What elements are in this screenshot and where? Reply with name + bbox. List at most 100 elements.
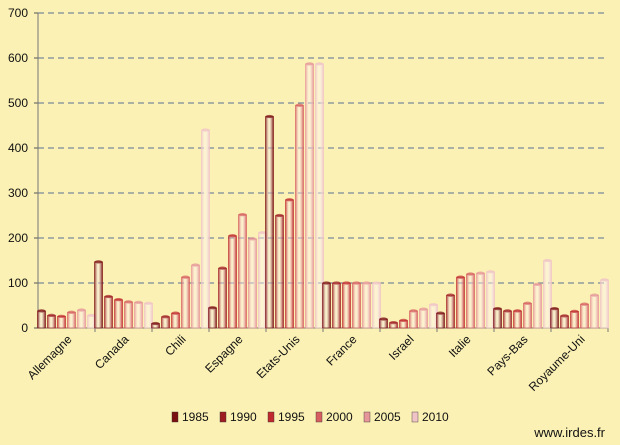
bar-cap bbox=[37, 309, 46, 313]
legend-label: 2005 bbox=[374, 410, 401, 424]
bar-cap bbox=[322, 281, 331, 285]
y-axis-tick-labels: 0 100 200 300 400 500 600 700 bbox=[8, 6, 28, 335]
y-tick-label: 300 bbox=[8, 186, 28, 200]
bar-1995-Italie bbox=[456, 276, 465, 329]
x-category-label: France bbox=[323, 332, 360, 369]
bar-cap bbox=[513, 309, 522, 313]
bars bbox=[37, 62, 609, 329]
bar-1985-Pays-Bas bbox=[493, 308, 502, 329]
bar-cap bbox=[523, 301, 532, 305]
bar-cap bbox=[372, 281, 381, 285]
watermark-text: www.irdes.fr bbox=[533, 425, 605, 440]
bar-cap bbox=[87, 313, 96, 317]
bar-cap bbox=[352, 281, 361, 285]
bar-cap bbox=[560, 314, 569, 318]
bar-1985-France bbox=[322, 282, 331, 329]
bar-1985-Italie bbox=[436, 312, 445, 329]
bar-cap bbox=[57, 314, 66, 318]
legend-swatch-1995 bbox=[267, 411, 275, 423]
bar-1995-Chili bbox=[171, 312, 180, 329]
x-category-label: Italie bbox=[446, 332, 474, 360]
bar-cap bbox=[486, 270, 495, 274]
bar-cap bbox=[228, 234, 237, 238]
bar-cap bbox=[456, 275, 465, 279]
bar-2000-Espagne bbox=[238, 214, 247, 329]
bar-1990-Royaume-Uni bbox=[560, 315, 569, 329]
bar-2005-Canada bbox=[134, 302, 143, 329]
bar-cap bbox=[201, 128, 210, 132]
bar-cap bbox=[543, 258, 552, 263]
bar-cap bbox=[208, 306, 217, 310]
legend-swatch-2005 bbox=[363, 411, 371, 423]
bar-cap bbox=[590, 293, 599, 297]
bar-2000-Allemagne bbox=[67, 311, 76, 329]
bar-1990-Etats-Unis bbox=[275, 215, 284, 329]
bar-2000-Royaume-Uni bbox=[580, 303, 589, 329]
legend-label: 2010 bbox=[422, 410, 449, 424]
y-tick-label: 400 bbox=[8, 141, 28, 155]
bar-2000-France bbox=[352, 282, 361, 329]
legend-label: 1985 bbox=[182, 410, 209, 424]
legend-swatch-2010 bbox=[411, 411, 419, 423]
bar-cap bbox=[466, 272, 475, 276]
bar-1990-Allemagne bbox=[47, 315, 56, 329]
bar-1985-Etats-Unis bbox=[265, 116, 274, 329]
x-category-label: Israel bbox=[386, 332, 417, 363]
bar-cap bbox=[332, 281, 341, 285]
bar-1995-Allemagne bbox=[57, 315, 66, 329]
bar-cap bbox=[275, 213, 284, 218]
bar-2000-Pays-Bas bbox=[523, 302, 532, 329]
bar-1995-Pays-Bas bbox=[513, 310, 522, 329]
bar-2000-Chili bbox=[181, 276, 190, 329]
x-category-label: Etats-Unis bbox=[254, 332, 303, 381]
bar-cap bbox=[419, 307, 428, 311]
bar-cap bbox=[238, 213, 247, 217]
bar-2000-Etats-Unis bbox=[295, 104, 304, 329]
bar-cap bbox=[171, 311, 180, 315]
bar-cap bbox=[295, 103, 304, 107]
y-tick-label: 100 bbox=[8, 276, 28, 290]
x-axis-category-labels: Allemagne Canada Chili Espagne Etats-Unis Fra… bbox=[25, 332, 588, 394]
bar-2010-Royaume-Uni bbox=[600, 279, 609, 329]
bar-2005-Allemagne bbox=[77, 309, 86, 329]
bar-cap bbox=[399, 318, 408, 322]
bar-1990-Chili bbox=[161, 316, 170, 329]
bar-1985-Canada bbox=[94, 261, 103, 329]
bar-cap bbox=[580, 302, 589, 306]
bar-cap bbox=[429, 303, 438, 307]
y-tick-label: 600 bbox=[8, 51, 28, 65]
bar-cap bbox=[600, 278, 609, 282]
bar-cap bbox=[379, 317, 388, 321]
bar-1990-Italie bbox=[446, 294, 455, 329]
legend-label: 2000 bbox=[326, 410, 353, 424]
bar-cap bbox=[151, 321, 160, 326]
bar-2000-Italie bbox=[466, 273, 475, 329]
bar-1990-France bbox=[332, 282, 341, 329]
bar-cap bbox=[570, 309, 579, 313]
bar-cap bbox=[218, 266, 227, 270]
bar-2010-Chili bbox=[201, 129, 210, 329]
bar-1985-Allemagne bbox=[37, 310, 46, 329]
x-category-label: Pays-Bas bbox=[484, 332, 530, 378]
bar-2005-Pays-Bas bbox=[533, 284, 542, 329]
bar-cap bbox=[161, 315, 170, 319]
bar-cap bbox=[265, 114, 274, 119]
bar-1995-Royaume-Uni bbox=[570, 311, 579, 329]
legend-swatch-1985 bbox=[171, 411, 179, 423]
bar-cap bbox=[409, 309, 418, 313]
bar-cap bbox=[181, 275, 190, 279]
x-category-label: Allemagne bbox=[25, 332, 75, 382]
bar-cap bbox=[134, 300, 143, 304]
bar-2005-France bbox=[362, 282, 371, 329]
bar-2005-Chili bbox=[191, 264, 200, 329]
bar-cap bbox=[533, 282, 542, 286]
bar-cap bbox=[94, 260, 103, 264]
bar-cap bbox=[258, 231, 267, 235]
bar-cap bbox=[114, 298, 123, 302]
bar-cap bbox=[67, 310, 76, 314]
bar-2005-Espagne bbox=[248, 238, 257, 329]
bar-cap bbox=[104, 294, 113, 299]
bar-2005-Etats-Unis bbox=[305, 63, 314, 329]
